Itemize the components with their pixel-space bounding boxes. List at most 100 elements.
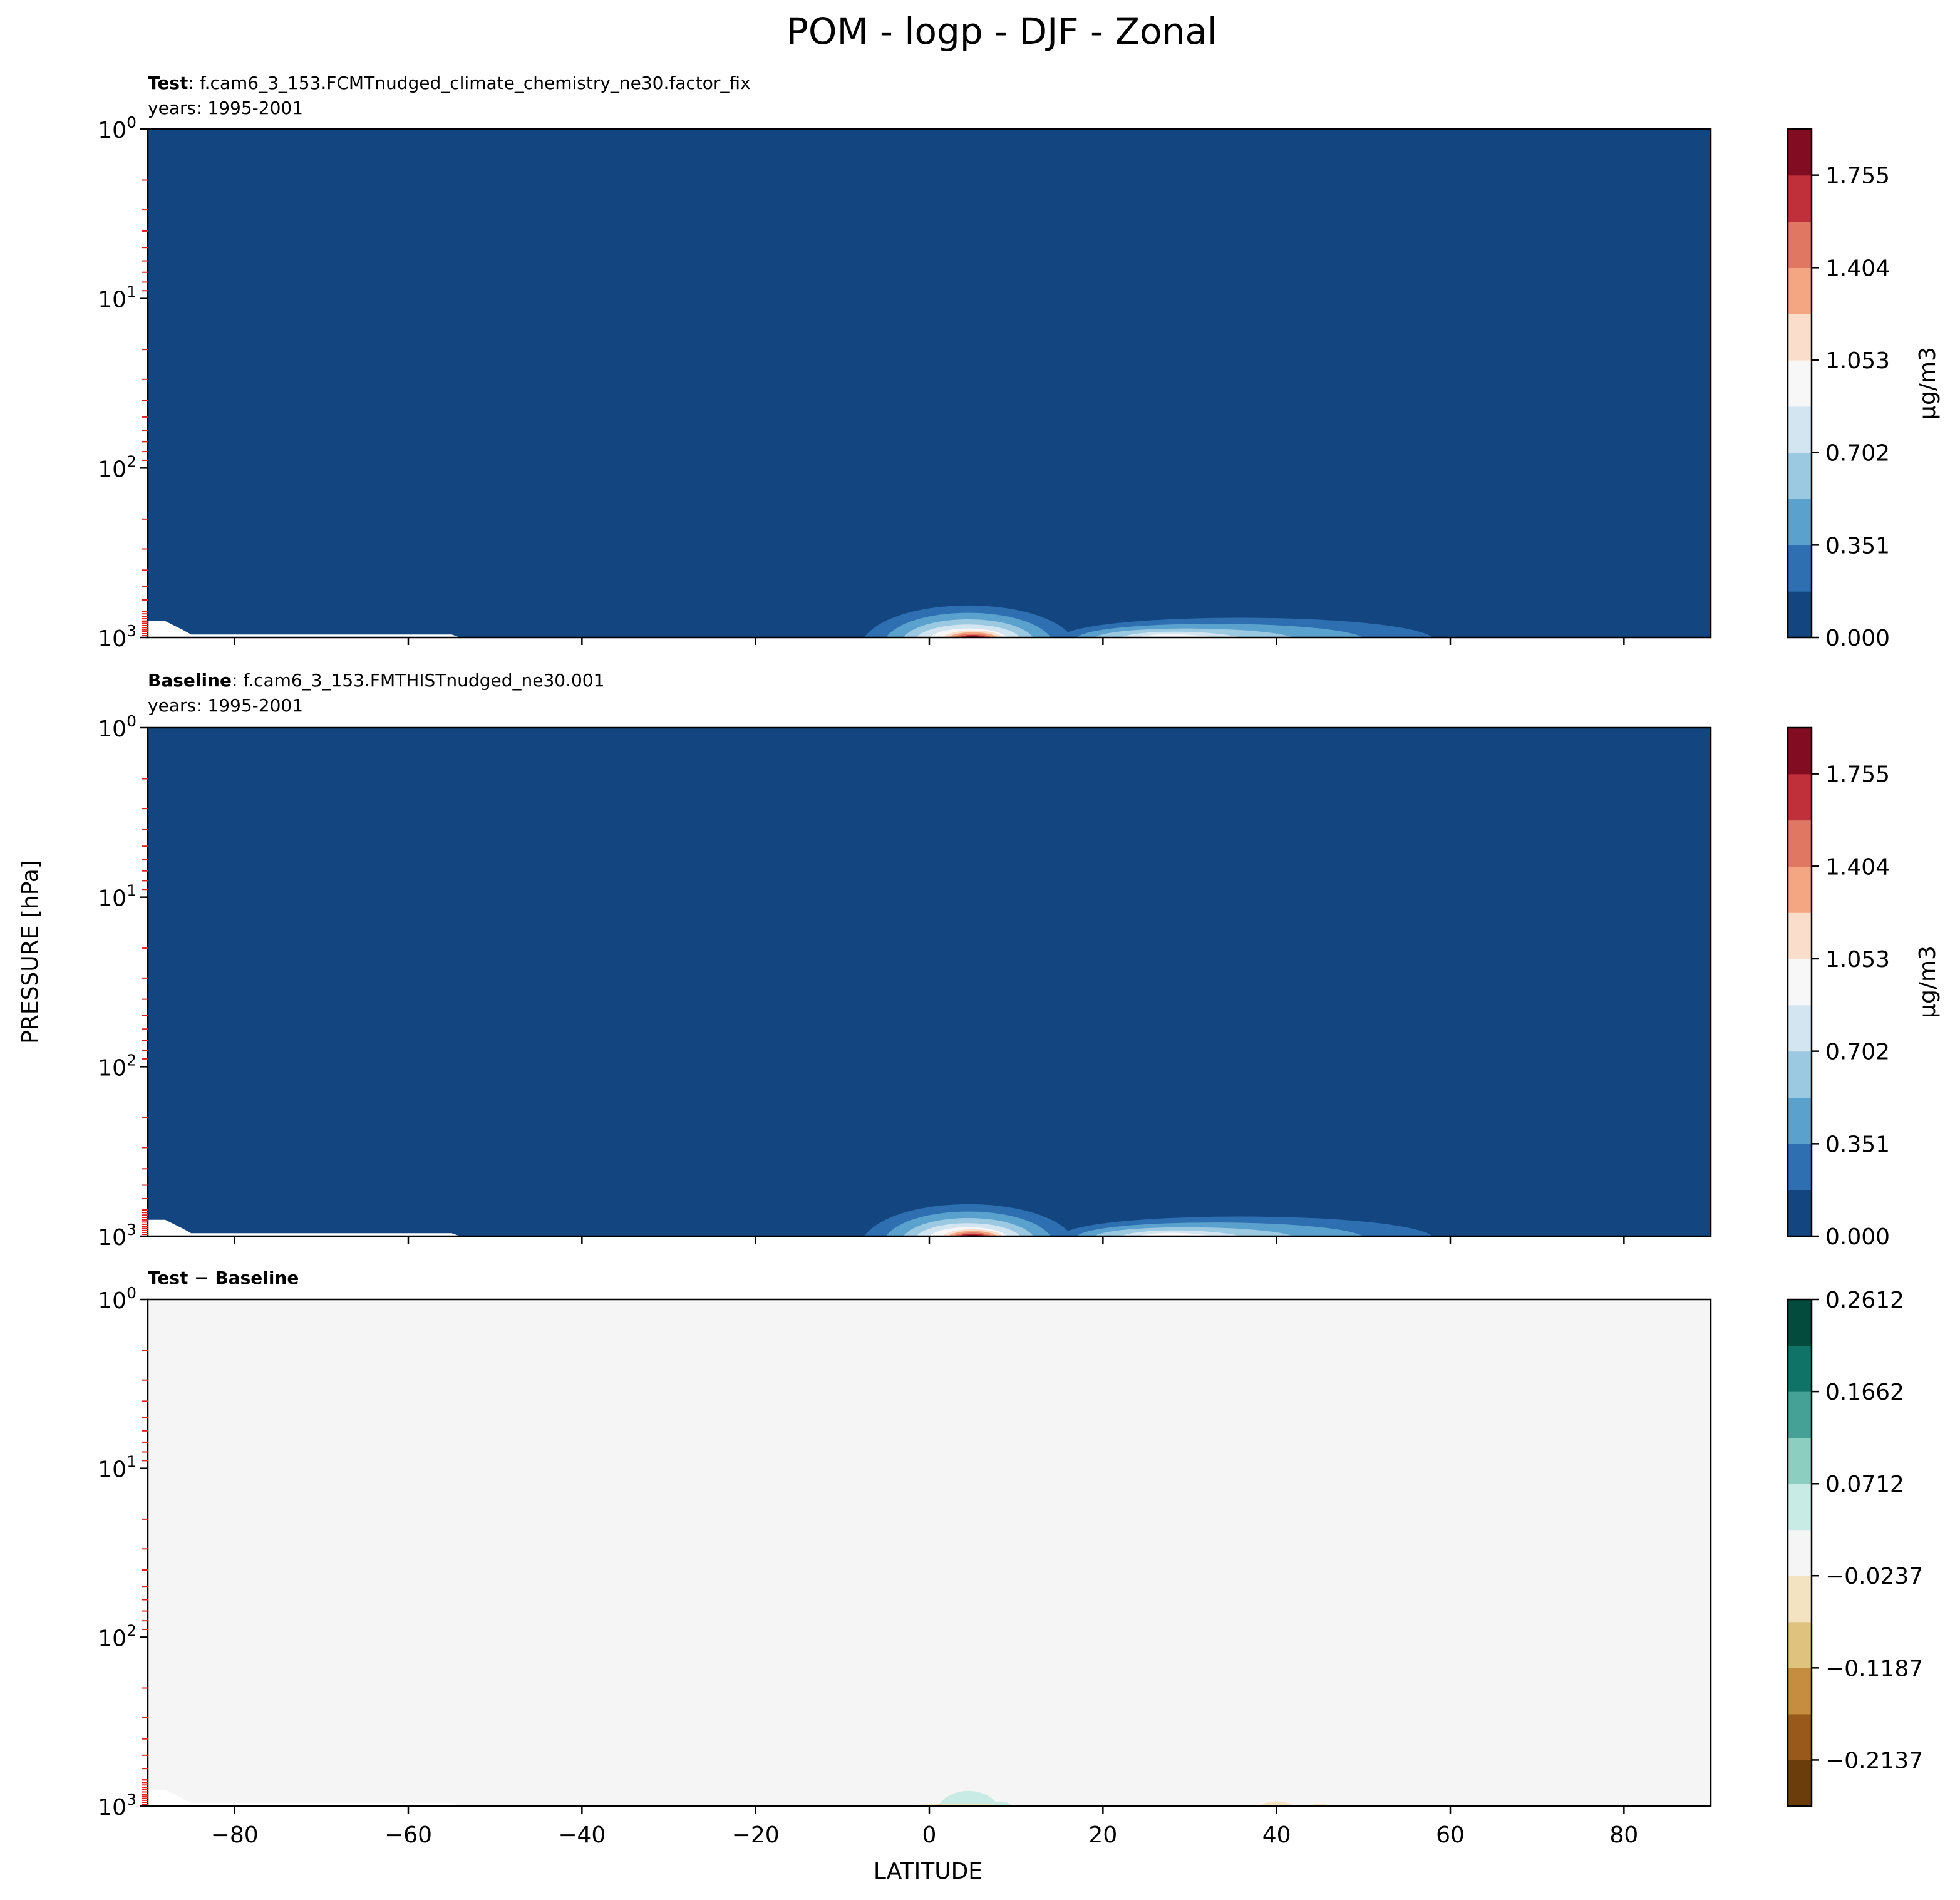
panel-difference-colorbar-tick-label-4: −0.1187 xyxy=(1825,1656,1923,1681)
panel-baseline-colorbar-frame xyxy=(1787,726,1813,1237)
panel-baseline-colorbar-seg-2 xyxy=(1788,1097,1812,1144)
panel-baseline-colorbar-seg-4 xyxy=(1788,1004,1812,1052)
panel-baseline-ytick-exp-2: 2 xyxy=(126,1051,137,1069)
panel-test-colorbar-tick-label-3: 1.053 xyxy=(1825,348,1890,374)
panel-test-ytick-label-3: 103 xyxy=(98,622,137,652)
panel-test-colorbar-tick-label-1: 0.351 xyxy=(1825,533,1890,559)
panel-difference-ytick-base-1: 10 xyxy=(98,1457,126,1483)
panel-difference-ytick-exp-1: 1 xyxy=(126,1453,137,1471)
panel-difference-colorbar-seg-8 xyxy=(1788,1391,1812,1438)
panel-difference-background xyxy=(148,1299,1711,1806)
panel-difference-colorbar-seg-2 xyxy=(1788,1668,1812,1715)
panel-test-colorbar-seg-6 xyxy=(1788,314,1812,361)
panel-baseline-colorbar-seg-0 xyxy=(1788,1190,1812,1237)
panel-difference-xtick-label-3: −20 xyxy=(732,1822,780,1848)
panel-baseline-colorbar-tick-label-5: 1.755 xyxy=(1825,762,1890,788)
panel-baseline-colorbar-seg-6 xyxy=(1788,912,1812,959)
panel-test-subtropical-band-4 xyxy=(1137,634,1216,638)
panel-baseline-colorbar-tick-label-1: 0.351 xyxy=(1825,1132,1890,1157)
panel-difference-field xyxy=(148,1299,1711,1806)
panel-test-colorbar-seg-0 xyxy=(1788,591,1812,638)
panel-baseline-ytick-label-3: 103 xyxy=(98,1221,137,1251)
panel-test-colorbar-tick-label-0: 0.000 xyxy=(1825,626,1890,651)
panel-baseline-ytick-base-3: 10 xyxy=(98,1225,126,1251)
panel-test-terrain-mask xyxy=(148,621,461,638)
panel-test: Test: f.cam6_3_153.FCMTnudged_climate_ch… xyxy=(98,73,1941,652)
panel-baseline-ytick-base-1: 10 xyxy=(98,886,126,912)
panel-baseline-colorbar-label: μg/m3 xyxy=(1915,946,1941,1018)
y-axis-label: PRESSURE [hPa] xyxy=(18,860,43,1044)
panel-baseline-ytick-base-0: 10 xyxy=(98,716,126,742)
panel-difference-xtick-label-0: −80 xyxy=(211,1822,259,1848)
panel-test-colorbar-tick-label-4: 1.404 xyxy=(1825,256,1890,281)
panel-baseline-colorbar-tick-label-2: 0.702 xyxy=(1825,1040,1890,1065)
panel-difference-xtick-label-6: 40 xyxy=(1262,1822,1291,1848)
panel-test-ytick-label-0: 100 xyxy=(98,113,137,143)
panel-difference-colorbar-seg-5 xyxy=(1788,1529,1812,1576)
panel-difference-colorbar-seg-0 xyxy=(1788,1760,1812,1807)
panel-test-ytick-base-2: 10 xyxy=(98,457,126,482)
panel-test-colorbar-seg-4 xyxy=(1788,406,1812,453)
panel-difference-colorbar-tick-label-2: 0.0712 xyxy=(1825,1472,1904,1497)
panel-difference-ytick-exp-2: 2 xyxy=(126,1621,137,1639)
panel-difference-xtick-label-2: −40 xyxy=(558,1822,606,1848)
panel-baseline-ytick-exp-1: 1 xyxy=(126,882,137,900)
panel-baseline-label: Baseline: f.cam6_3_153.FMTHISTnudged_ne3… xyxy=(148,670,604,691)
panel-baseline-colorbar-seg-1 xyxy=(1788,1144,1812,1190)
panel-test-ytick-base-3: 10 xyxy=(98,626,126,652)
x-axis-label: LATITUDE xyxy=(874,1859,983,1884)
panel-difference-colorbar-tick-label-5: −0.2137 xyxy=(1825,1748,1923,1774)
panel-difference-ytick-label-0: 100 xyxy=(98,1284,137,1314)
panel-difference-xtick-label-7: 60 xyxy=(1436,1822,1465,1848)
panel-baseline-label-bold: Baseline xyxy=(148,670,232,691)
panel-difference-colorbar-tick-label-1: 0.1662 xyxy=(1825,1380,1904,1405)
panel-difference-ytick-label-1: 101 xyxy=(98,1453,137,1483)
panel-test-colorbar-seg-9 xyxy=(1788,175,1812,222)
panel-difference-ytick-base-0: 10 xyxy=(98,1288,126,1314)
panel-difference-anomaly-3 xyxy=(1259,1801,1294,1806)
panel-baseline: Baseline: f.cam6_3_153.FMTHISTnudged_ne3… xyxy=(98,670,1941,1251)
panel-test-colorbar-seg-7 xyxy=(1788,267,1812,314)
panel-difference-xtick-label-1: −60 xyxy=(384,1822,432,1848)
panel-baseline-ytick-label-0: 100 xyxy=(98,712,137,742)
panel-test-colorbar-seg-1 xyxy=(1788,545,1812,592)
panel-baseline-ytick-label-2: 102 xyxy=(98,1051,137,1081)
panel-difference-xtick-label-5: 20 xyxy=(1088,1822,1117,1848)
panel-difference-colorbar-frame xyxy=(1787,1298,1813,1807)
panel-test-ytick-exp-1: 1 xyxy=(126,283,137,301)
panel-baseline-ytick-exp-3: 3 xyxy=(126,1221,137,1239)
panel-test-ytick-base-1: 10 xyxy=(98,287,126,313)
panel-baseline-subtropical-band-4 xyxy=(1137,1232,1216,1236)
panel-baseline-field xyxy=(148,728,1711,1236)
panel-difference-ytick-exp-3: 3 xyxy=(126,1790,137,1809)
panel-baseline-terrain-mask xyxy=(148,1219,461,1236)
panel-difference-colorbar-seg-7 xyxy=(1788,1437,1812,1484)
panel-baseline-colorbar-tick-label-3: 1.053 xyxy=(1825,947,1890,973)
panel-test-colorbar-tick-label-2: 0.702 xyxy=(1825,441,1890,467)
panel-baseline-colorbar-seg-10 xyxy=(1788,728,1812,775)
panel-difference-xtick-label-8: 80 xyxy=(1609,1822,1638,1848)
panel-baseline-ytick-label-1: 101 xyxy=(98,882,137,912)
panel-difference-ytick-base-3: 10 xyxy=(98,1795,126,1820)
panel-baseline-colorbar-seg-5 xyxy=(1788,959,1812,1006)
panel-test-label-rest: : f.cam6_3_153.FCMTnudged_climate_chemis… xyxy=(188,73,750,93)
panel-difference-colorbar-tick-label-0: 0.2612 xyxy=(1825,1288,1904,1313)
panel-baseline-colorbar-seg-7 xyxy=(1788,866,1812,913)
panel-difference-terrain-mask xyxy=(148,1789,461,1806)
panel-baseline-years: years: 1995-2001 xyxy=(148,695,303,716)
panel-test-label-bold: Test xyxy=(148,73,188,93)
panel-test-colorbar-frame xyxy=(1787,128,1813,639)
panel-baseline-ytick-exp-0: 0 xyxy=(126,712,137,730)
panel-difference-label-bold: Test − Baseline xyxy=(148,1268,299,1288)
panel-difference-colorbar-seg-6 xyxy=(1788,1484,1812,1531)
panel-difference-anomaly-0 xyxy=(937,1790,999,1806)
panel-baseline-colorbar-seg-8 xyxy=(1788,820,1812,867)
panel-baseline-colorbar-seg-9 xyxy=(1788,773,1812,821)
panel-test-ytick-base-0: 10 xyxy=(98,118,126,143)
panel-difference-ytick-label-3: 103 xyxy=(98,1790,137,1820)
panel-test-ytick-label-2: 102 xyxy=(98,452,137,482)
panel-difference-plot: −80 −60 −40 −20 0 20 40 60 801001011021030.26120… xyxy=(98,1284,1923,1848)
